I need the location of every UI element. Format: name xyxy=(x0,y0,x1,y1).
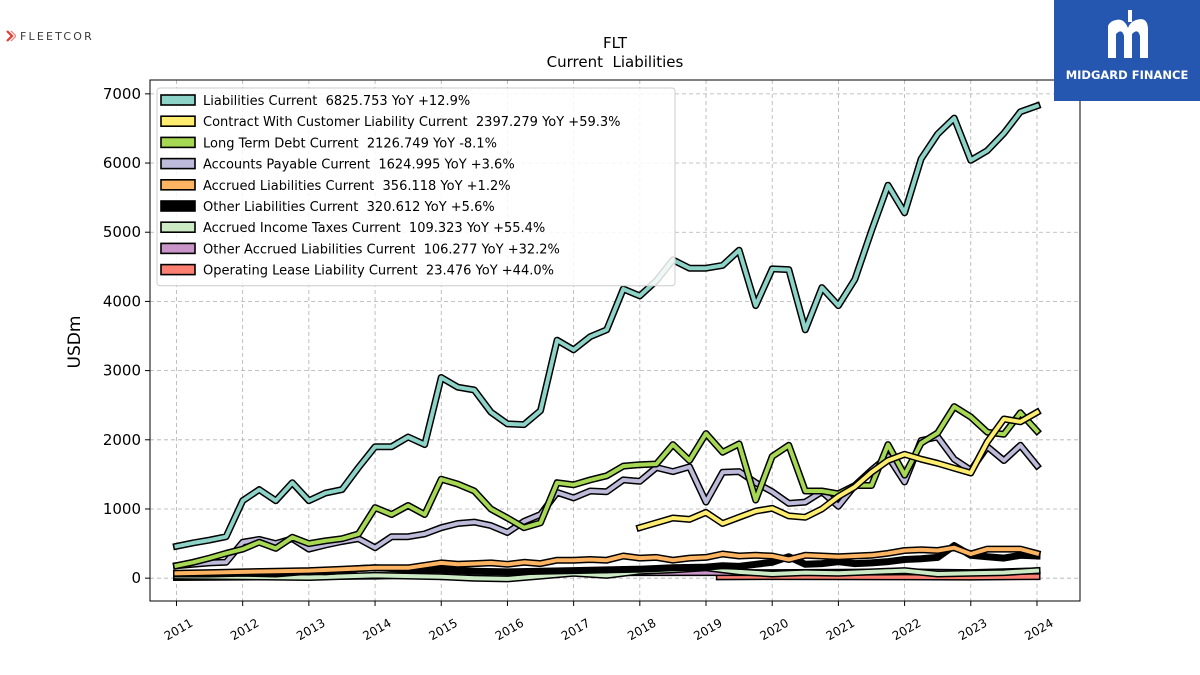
midgard-finance-badge: MIDGARD FINANCE xyxy=(1054,0,1200,101)
y-tick-label: 1000 xyxy=(103,500,141,518)
x-tick-label: 2020 xyxy=(757,616,790,643)
series-lines xyxy=(172,101,1042,583)
x-tick-label: 2024 xyxy=(1022,616,1055,643)
legend-swatch xyxy=(160,157,196,170)
legend-label: Liabilities Current 6825.753 YoY +12.9% xyxy=(203,94,470,109)
series-contract-with-customer-liability-current xyxy=(635,407,1042,533)
legend-label: Other Accrued Liabilities Current 106.27… xyxy=(203,242,560,257)
y-tick-label: 0 xyxy=(131,569,141,587)
series-accrued-liabilities-current xyxy=(172,544,1042,577)
x-tick-label: 2019 xyxy=(691,616,724,643)
legend-swatch xyxy=(160,242,196,255)
legend-label: Accrued Income Taxes Current 109.323 YoY… xyxy=(203,221,545,236)
series-accounts-payable-current xyxy=(172,433,1042,570)
y-tick-label: 7000 xyxy=(103,85,141,103)
x-tick-label: 2012 xyxy=(228,616,261,643)
legend-swatch xyxy=(160,136,196,149)
x-tick-label: 2011 xyxy=(162,616,195,643)
series-line xyxy=(174,435,1040,568)
legend-label: Operating Lease Liability Current 23.476… xyxy=(203,264,554,279)
series-long-term-debt-current xyxy=(172,403,1042,570)
series-liabilities-current xyxy=(172,101,1042,551)
chart-subtitle: Current Liabilities xyxy=(547,53,684,71)
midgard-finance-name: MIDGARD FINANCE xyxy=(1065,68,1189,82)
y-tick-label: 5000 xyxy=(103,223,141,241)
legend-label: Other Liabilities Current 320.612 YoY +5… xyxy=(203,200,495,215)
series-line xyxy=(174,103,1040,549)
x-tick-label: 2015 xyxy=(427,616,460,643)
y-axis: 0 1000 2000 3000 4000 5000 6000 7000 xyxy=(103,85,150,587)
legend: Liabilities Current 6825.753 YoY +12.9% C… xyxy=(156,87,676,287)
fleetcor-chevron-icon xyxy=(6,30,16,42)
midgard-m-logo-icon xyxy=(1108,10,1148,58)
x-tick-label: 2022 xyxy=(890,616,923,643)
y-tick-label: 4000 xyxy=(103,292,141,310)
legend-swatch xyxy=(160,115,196,127)
y-tick-label: 6000 xyxy=(103,154,141,172)
x-tick-label: 2016 xyxy=(493,616,526,643)
fleetcor-wordmark: FLEETCOR xyxy=(20,29,95,43)
legend-label: Contract With Customer Liability Current… xyxy=(203,115,621,130)
x-tick-label: 2021 xyxy=(824,616,857,643)
chart-title: FLT xyxy=(603,34,628,52)
x-tick-label: 2023 xyxy=(956,616,989,643)
plot-frame xyxy=(149,79,1081,602)
legend-swatch xyxy=(160,179,196,191)
series-line xyxy=(174,545,1040,576)
series-line xyxy=(637,409,1040,531)
legend-label: Accounts Payable Current 1624.995 YoY +3… xyxy=(203,158,515,173)
y-tick-label: 2000 xyxy=(103,431,141,449)
x-tick-label: 2018 xyxy=(625,616,658,643)
x-tick-label: 2013 xyxy=(294,616,327,643)
series-line xyxy=(174,404,1040,569)
x-tick-label: 2014 xyxy=(360,616,393,643)
legend-box xyxy=(156,87,676,287)
legend-label: Accrued Liabilities Current 356.118 YoY … xyxy=(203,179,511,194)
legend-swatch xyxy=(160,94,196,106)
legend-label: Long Term Debt Current 2126.749 YoY -8.1… xyxy=(203,136,497,151)
x-axis: 2011 2012 2013 2014 2015 2016 2017 2018 2019 2020… xyxy=(162,601,1056,643)
legend-swatch xyxy=(160,221,196,233)
fleetcor-logo: FLEETCOR xyxy=(6,26,94,46)
y-tick-label: 3000 xyxy=(103,362,141,380)
x-tick-label: 2017 xyxy=(559,616,592,643)
legend-swatch xyxy=(160,263,196,276)
y-axis-label: USDm xyxy=(65,316,85,369)
legend-swatch xyxy=(160,200,196,212)
